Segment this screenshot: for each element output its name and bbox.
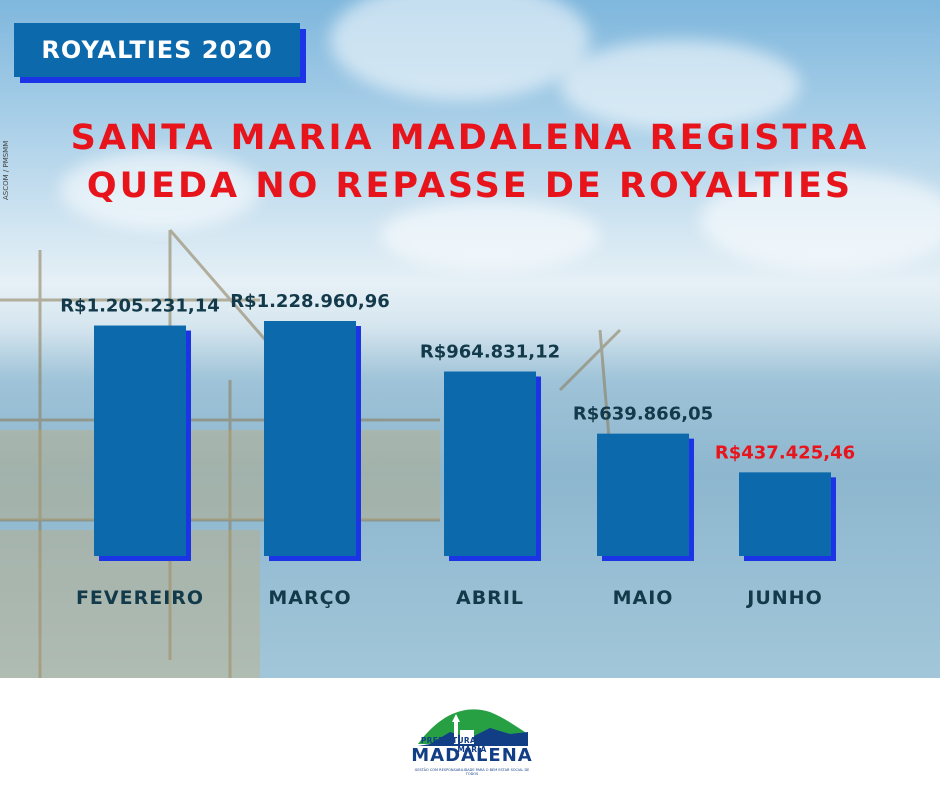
bar-3 — [597, 433, 689, 556]
headline-line-2: QUEDA NO REPASSE DE ROYALTIES — [86, 166, 854, 206]
royalties-badge: ROYALTIES 2020 — [14, 23, 306, 83]
value-label-4: R$437.425,46 — [715, 442, 855, 463]
category-label-2: ABRIL — [456, 587, 524, 609]
ocean-background — [0, 0, 940, 678]
headline-line-1: SANTA MARIA MADALENA REGISTRA — [70, 118, 870, 158]
value-label-0: R$1.205.231,14 — [60, 296, 220, 317]
category-label-1: MARÇO — [268, 587, 351, 609]
bar-0 — [94, 325, 186, 556]
royalties-bar-chart: R$1.205.231,14 FEVEREIRO R$1.228.960,96 MAR… — [60, 291, 855, 609]
category-label-4: JUNHO — [745, 587, 822, 609]
oil-platform-illustration — [0, 229, 622, 678]
value-label-1: R$1.228.960,96 — [230, 291, 390, 312]
badge-box: ROYALTIES 2020 — [14, 23, 300, 77]
municipality-logo — [418, 709, 528, 746]
bar-4 — [739, 472, 831, 556]
bar-1 — [264, 321, 356, 556]
value-label-2: R$964.831,12 — [420, 342, 560, 363]
logo-madalena-text: MADALENA — [411, 745, 533, 766]
value-label-3: R$639.866,05 — [573, 404, 713, 425]
badge-label: ROYALTIES 2020 — [41, 36, 273, 64]
category-label-0: FEVEREIRO — [76, 587, 204, 609]
logo-prefeitura-text: PREFEITURA DE SANTA MARIA — [420, 736, 524, 754]
category-label-3: MAIO — [613, 587, 674, 609]
bar-2 — [444, 371, 536, 556]
logo-slogan-text: GESTÃO COM RESPONSABILIDADE PARA O BEM E… — [414, 768, 530, 776]
